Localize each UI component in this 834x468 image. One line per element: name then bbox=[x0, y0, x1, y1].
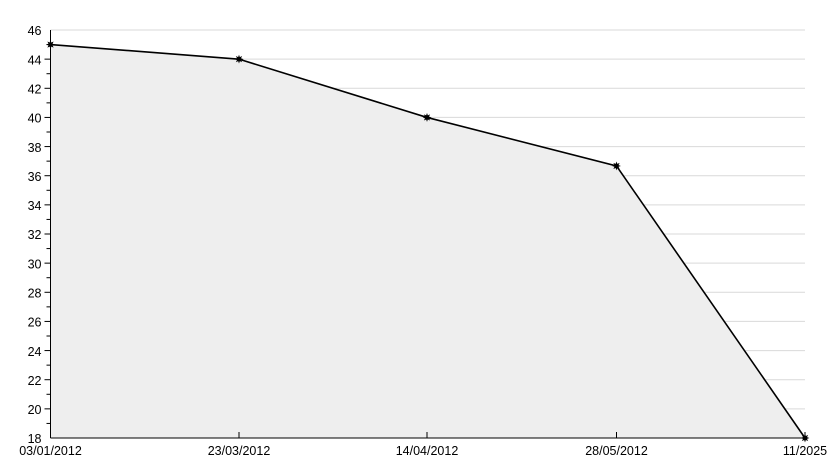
svg-text:36: 36 bbox=[28, 170, 42, 184]
svg-text:38: 38 bbox=[28, 141, 42, 155]
svg-text:46: 46 bbox=[28, 24, 42, 38]
svg-text:30: 30 bbox=[28, 257, 42, 271]
svg-text:28: 28 bbox=[28, 287, 42, 301]
svg-text:24: 24 bbox=[28, 345, 42, 359]
svg-text:44: 44 bbox=[28, 53, 42, 67]
svg-text:20: 20 bbox=[28, 403, 42, 417]
svg-text:32: 32 bbox=[28, 228, 42, 242]
svg-text:40: 40 bbox=[28, 112, 42, 126]
svg-text:42: 42 bbox=[28, 83, 42, 97]
svg-text:26: 26 bbox=[28, 316, 42, 330]
svg-text:22: 22 bbox=[28, 374, 42, 388]
svg-text:34: 34 bbox=[28, 199, 42, 213]
